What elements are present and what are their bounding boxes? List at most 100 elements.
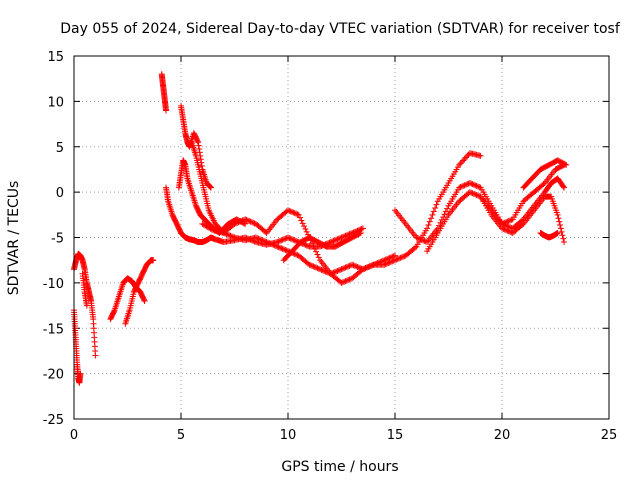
- data-point: [337, 235, 344, 242]
- data-point: [311, 245, 318, 252]
- data-point: [381, 261, 388, 268]
- data-point: [499, 225, 505, 232]
- data-point: [230, 233, 237, 240]
- data-point: [341, 278, 348, 285]
- data-point: [462, 181, 469, 188]
- data-point: [386, 259, 393, 266]
- data-points: [71, 71, 570, 386]
- data-point: [339, 279, 346, 286]
- data-point: [424, 225, 431, 232]
- data-point: [325, 240, 332, 247]
- data-point: [353, 263, 360, 270]
- y-tick-label: 5: [56, 141, 64, 156]
- data-point: [416, 235, 423, 242]
- data-point: [559, 232, 566, 239]
- data-point: [313, 264, 320, 271]
- data-point: [387, 258, 394, 265]
- data-point: [310, 263, 317, 270]
- data-point: [289, 236, 296, 243]
- data-point: [468, 189, 475, 196]
- data-point: [254, 235, 261, 242]
- data-point: [444, 205, 451, 212]
- data-point: [346, 276, 353, 283]
- data-point: [341, 265, 348, 272]
- series-arc-h: [175, 157, 249, 236]
- plot-frame: [73, 55, 610, 420]
- data-point: [456, 161, 463, 168]
- data-point: [469, 190, 476, 197]
- data-point: [297, 214, 304, 221]
- data-point: [279, 236, 286, 243]
- data-point: [500, 225, 507, 232]
- y-tick-label: -20: [43, 368, 64, 383]
- data-point: [287, 235, 294, 242]
- series-arc-a: [71, 307, 84, 386]
- data-point: [343, 277, 350, 284]
- data-point: [291, 237, 298, 244]
- data-point: [457, 184, 464, 191]
- data-point: [345, 231, 352, 238]
- data-point: [505, 218, 512, 225]
- data-point: [383, 260, 390, 267]
- data-point: [470, 190, 477, 197]
- data-point: [276, 244, 283, 251]
- data-point: [442, 208, 449, 215]
- data-point: [318, 266, 325, 273]
- data-point: [234, 219, 241, 226]
- series-arc-i: [178, 102, 214, 191]
- y-axis-label: SDTVAR / TECUs: [6, 181, 22, 296]
- data-point: [293, 237, 300, 244]
- data-point: [313, 248, 320, 255]
- data-point: [264, 239, 271, 246]
- data-point: [468, 180, 475, 187]
- data-point: [426, 218, 433, 225]
- data-point: [243, 216, 250, 223]
- data-point: [473, 191, 480, 198]
- data-point: [195, 142, 202, 149]
- data-point: [259, 237, 266, 244]
- data-point: [461, 182, 468, 189]
- data-point: [334, 267, 341, 274]
- data-point: [469, 181, 476, 188]
- data-point: [458, 183, 465, 190]
- data-point: [283, 247, 290, 254]
- data-point: [207, 184, 214, 191]
- data-point: [163, 107, 170, 114]
- data-point: [92, 352, 99, 359]
- data-point: [111, 308, 118, 315]
- data-point: [359, 266, 366, 273]
- data-point: [361, 265, 368, 272]
- data-point: [414, 235, 421, 242]
- data-point: [307, 262, 314, 269]
- data-point: [473, 182, 480, 189]
- data-point: [206, 183, 213, 190]
- data-point: [394, 256, 401, 263]
- data-point: [504, 227, 511, 234]
- data-point: [331, 237, 338, 244]
- data-point: [357, 226, 364, 233]
- data-point: [562, 161, 569, 168]
- data-point: [365, 263, 372, 270]
- data-point: [412, 244, 419, 251]
- data-point: [338, 234, 345, 241]
- data-point: [231, 220, 238, 227]
- data-point: [413, 234, 420, 241]
- data-point: [244, 217, 251, 224]
- data-point: [472, 191, 479, 198]
- data-point: [141, 298, 148, 305]
- data-point: [197, 156, 204, 163]
- data-point: [333, 268, 340, 275]
- data-point: [305, 243, 312, 250]
- data-point: [346, 262, 353, 269]
- data-point: [262, 228, 269, 235]
- series-arc-f: [158, 71, 170, 114]
- data-point: [461, 156, 468, 163]
- data-point: [255, 235, 262, 242]
- data-point: [357, 229, 364, 236]
- data-point: [208, 226, 215, 233]
- series-arc-q: [520, 157, 570, 191]
- data-point: [207, 184, 214, 191]
- data-point: [345, 277, 352, 284]
- data-point: [331, 269, 338, 276]
